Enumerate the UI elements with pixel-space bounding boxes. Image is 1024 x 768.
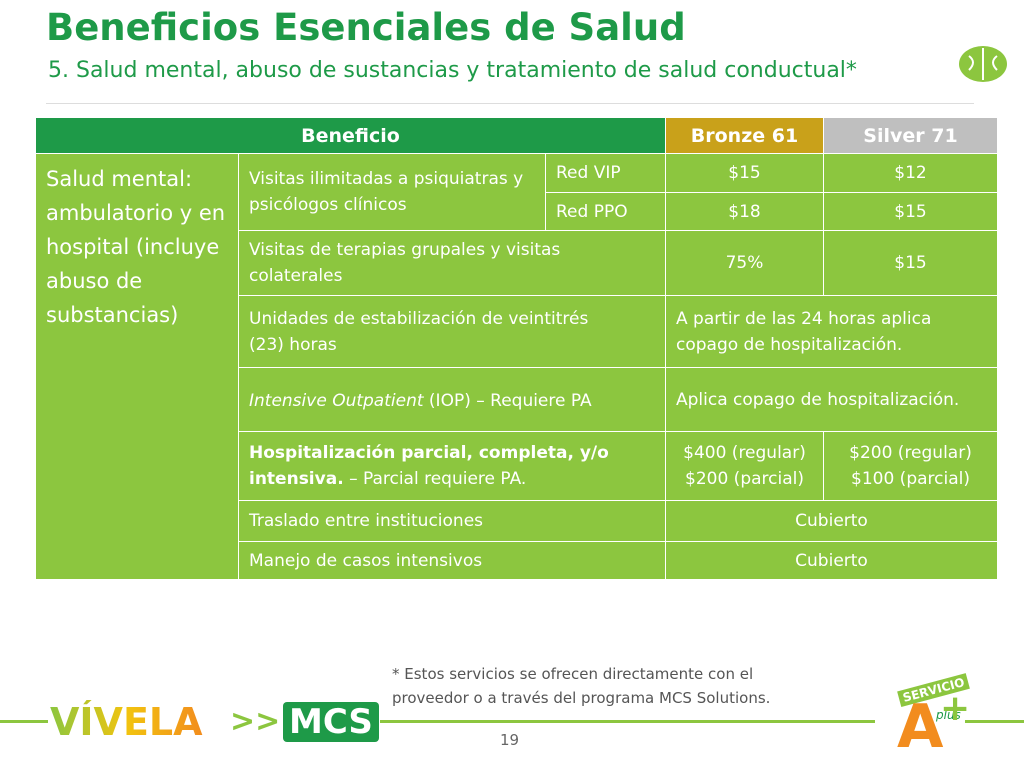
benefit-cell: Visitas de terapias grupales y visitas c… [238,230,666,296]
logo-mcs: MCS [283,702,379,742]
brain-icon [959,46,1007,89]
page-number: 19 [500,731,520,749]
value-cell: $18 [665,192,824,231]
badge-cross: + [940,688,971,729]
value-line: $200 (parcial) [685,469,804,489]
benefit-cell: Manejo de casos intensivos [238,541,666,580]
benefit-cell: Hospitalización parcial, completa, y/o i… [238,431,666,501]
network-cell: Red VIP [545,153,666,193]
subtitle: 5. Salud mental, abuso de sustancias y t… [48,58,857,83]
value-cell: Cubierto [665,500,998,542]
footer-line [380,720,875,723]
value-cell: $15 [823,192,998,231]
value-cell: $400 (regular) $200 (parcial) [665,431,824,501]
value-cell: $200 (regular) $100 (parcial) [823,431,998,501]
benefit-italic: Intensive Outpatient [249,391,424,411]
footer-line [965,720,1024,723]
logo-vivela: VÍVELA [50,700,203,744]
value-cell: $12 [823,153,998,193]
value-line: $100 (parcial) [851,469,970,489]
benefit-cell: Unidades de estabilización de veintitrés… [238,295,666,368]
category-cell: Salud mental: ambulatorio y en hospital … [35,153,239,580]
header-cell: Bronze 61 [665,117,824,154]
benefit-cell: Visitas ilimitadas a psiquiatras y psicó… [238,153,546,231]
value-line: $400 (regular) [683,443,806,463]
value-cell: Aplica copago de hospitalización. [665,367,998,432]
divider [46,103,974,104]
value-cell: $15 [665,153,824,193]
footer-line [0,720,48,723]
title: Beneficios Esenciales de Salud [46,6,686,49]
network-cell: Red PPO [545,192,666,231]
value-cell: 75% [665,230,824,296]
benefit-rest: (IOP) – Requiere PA [428,391,592,411]
badge-letter: A [897,692,944,762]
header-cell: Beneficio [35,117,666,154]
footnote: * Estos servicios se ofrecen directament… [392,665,771,707]
value-cell: Cubierto [665,541,998,580]
benefit-cell: Intensive Outpatient (IOP) – Requiere PA [238,367,666,432]
logo-arrows: >> [230,704,281,739]
value-line: $200 (regular) [849,443,972,463]
value-cell: A partir de las 24 horas aplica copago d… [665,295,998,368]
badge-plus: plus [936,708,961,722]
benefit-cell: Traslado entre instituciones [238,500,666,542]
benefit-bold: Hospitalización parcial, completa, y/o i… [249,443,609,489]
header-cell: Silver 71 [823,117,998,154]
benefit-rest: – Parcial requiere PA. [349,469,527,489]
value-cell: $15 [823,230,998,296]
